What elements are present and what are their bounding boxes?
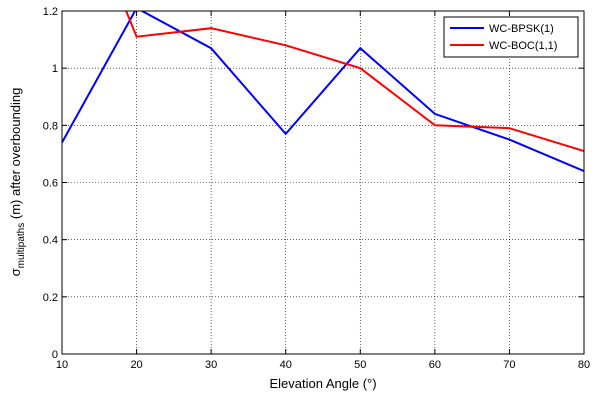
legend-label-2: WC-BOC(1,1) [489,40,557,52]
x-tick-label: 10 [56,359,68,371]
legend-label-1: WC-BPSK(1) [489,23,554,35]
x-tick-label: 60 [429,359,441,371]
grid-lines [62,11,584,354]
y-axis-label-rest: (m) after overbounding [8,88,23,223]
series-group [62,11,584,173]
legend: WC-BPSK(1) WC-BOC(1,1) [443,16,579,58]
series-line-1 [62,11,584,173]
y-axis-label: σmultipaths (m) after overbounding [8,88,27,277]
axis-ticks: 10 20 30 40 50 60 70 80 0 0.2 0.4 0.6 0.8 1 1.2 [43,6,590,371]
x-axis-label: Elevation Angle (°) [269,376,376,391]
x-tick-label: 70 [503,359,515,371]
x-tick-label: 30 [205,359,217,371]
y-tick-label: 0.4 [43,235,58,247]
y-tick-label: 0 [52,349,58,361]
y-axis-label-subscript: multipaths [16,223,27,269]
y-tick-label: 0.6 [43,178,58,190]
y-tick-label: 1.2 [43,6,58,18]
y-tick-label: 1 [52,63,58,75]
y-tick-label: 0.2 [43,292,58,304]
x-tick-label: 40 [280,359,292,371]
legend-box [443,16,579,58]
x-tick-label: 50 [354,359,366,371]
series-line-2 [125,11,584,153]
y-axis-label-sigma: σ [8,268,23,276]
y-tick-label: 0.8 [43,120,58,132]
x-tick-label: 80 [578,359,590,371]
x-tick-label: 20 [130,359,142,371]
